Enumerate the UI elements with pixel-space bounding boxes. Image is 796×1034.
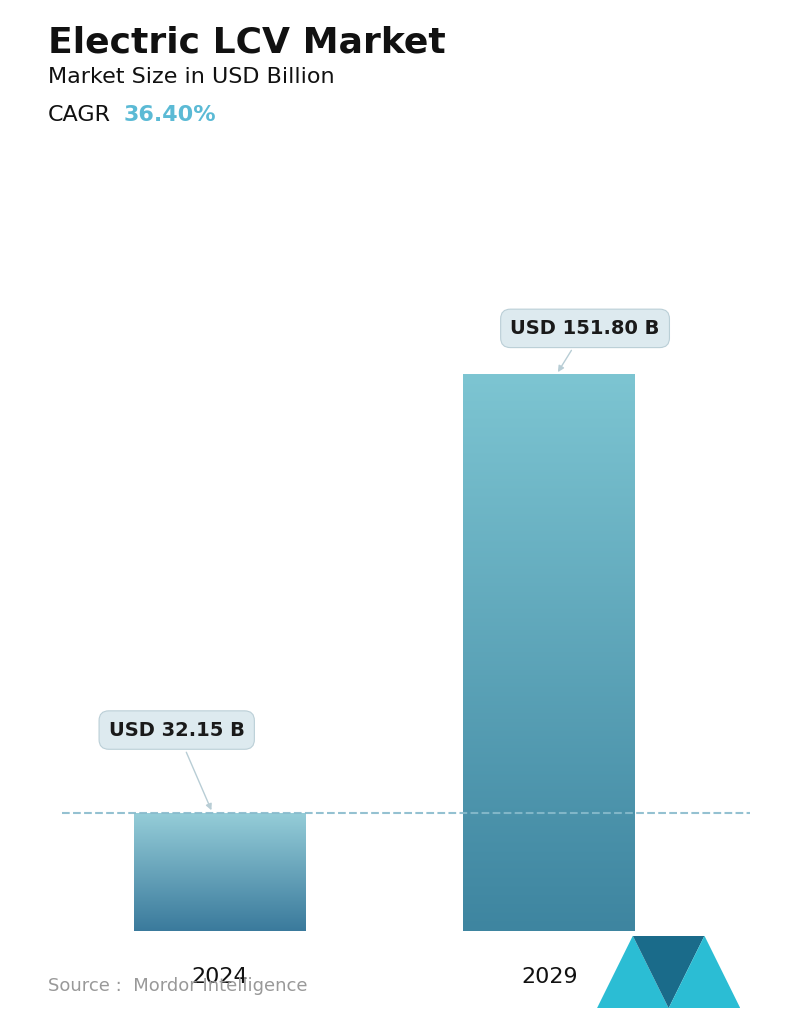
Text: USD 151.80 B: USD 151.80 B <box>510 318 660 371</box>
Polygon shape <box>633 936 704 1008</box>
Text: USD 32.15 B: USD 32.15 B <box>109 721 244 809</box>
Text: Electric LCV Market: Electric LCV Market <box>48 26 446 60</box>
Text: CAGR: CAGR <box>48 105 111 125</box>
Text: 2024: 2024 <box>191 967 248 987</box>
Text: 36.40%: 36.40% <box>123 105 216 125</box>
Polygon shape <box>669 936 740 1008</box>
Text: Source :  Mordor Intelligence: Source : Mordor Intelligence <box>48 977 307 995</box>
Text: Market Size in USD Billion: Market Size in USD Billion <box>48 67 334 87</box>
Text: 2029: 2029 <box>521 967 578 987</box>
Polygon shape <box>597 936 669 1008</box>
